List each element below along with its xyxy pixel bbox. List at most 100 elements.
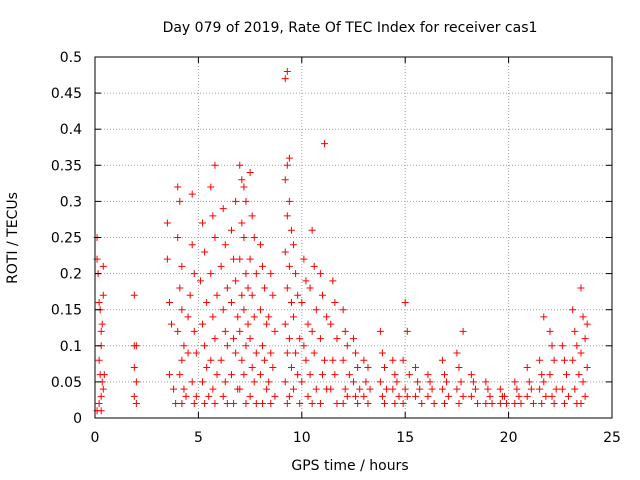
data-point: [211, 400, 219, 408]
data-point: [281, 176, 289, 184]
data-point: [130, 392, 138, 400]
data-point: [230, 255, 238, 263]
data-point: [259, 400, 267, 408]
data-point: [132, 342, 140, 350]
data-point: [401, 385, 409, 393]
data-point: [550, 400, 558, 408]
data-point: [364, 400, 372, 408]
y-tick-label: 0.05: [51, 375, 82, 391]
data-point: [192, 349, 200, 357]
data-point: [203, 298, 211, 306]
data-point: [201, 248, 209, 256]
data-point: [174, 183, 182, 191]
data-point: [232, 197, 240, 205]
data-point: [238, 356, 246, 364]
data-point: [283, 400, 291, 408]
data-point: [321, 140, 329, 148]
data-point: [426, 378, 434, 386]
data-point: [283, 349, 291, 357]
data-point: [199, 320, 207, 328]
data-point: [354, 363, 362, 371]
data-point: [310, 349, 318, 357]
data-point: [207, 270, 215, 278]
data-point: [176, 284, 184, 292]
data-point: [287, 298, 295, 306]
data-point: [186, 291, 194, 299]
data-point: [100, 371, 108, 379]
data-point: [217, 262, 225, 270]
data-point: [306, 371, 314, 379]
data-point: [232, 349, 240, 357]
data-point: [132, 400, 140, 408]
data-point: [242, 270, 250, 278]
data-point: [376, 327, 384, 335]
x-tick-label: 25: [603, 430, 621, 446]
data-point: [232, 277, 240, 285]
data-point: [98, 320, 106, 328]
data-point: [163, 219, 171, 227]
data-point: [484, 385, 492, 393]
data-point: [207, 183, 215, 191]
data-point: [459, 392, 467, 400]
data-point: [523, 392, 531, 400]
data-point: [329, 277, 337, 285]
data-point: [312, 385, 320, 393]
data-point: [176, 197, 184, 205]
data-point: [542, 392, 550, 400]
data-point: [300, 255, 308, 263]
data-point: [132, 378, 140, 386]
data-point: [234, 313, 242, 321]
data-point: [240, 234, 248, 241]
x-tick-label: 0: [91, 430, 100, 446]
data-point: [381, 363, 389, 371]
data-point: [178, 262, 186, 270]
data-point: [459, 327, 467, 335]
data-point: [248, 291, 256, 299]
data-point: [283, 67, 291, 75]
data-point: [352, 392, 360, 400]
data-point: [298, 298, 306, 306]
data-point: [401, 298, 409, 306]
grid-lines: [95, 57, 612, 418]
data-point: [252, 400, 260, 408]
data-point: [412, 363, 420, 371]
data-point: [571, 385, 579, 393]
data-point: [560, 356, 568, 364]
data-point: [527, 385, 535, 393]
data-point: [438, 356, 446, 364]
data-point: [376, 378, 384, 386]
data-point: [250, 378, 258, 386]
data-point: [176, 371, 184, 379]
data-point: [205, 392, 213, 400]
data-point: [281, 75, 289, 83]
data-point: [296, 400, 304, 408]
data-point: [298, 378, 306, 386]
data-point: [428, 385, 436, 393]
data-point: [378, 349, 386, 357]
data-point: [259, 342, 267, 350]
data-point: [227, 298, 235, 306]
data-point: [323, 313, 331, 321]
data-point: [130, 291, 138, 299]
data-point: [223, 284, 231, 292]
data-point: [252, 349, 260, 357]
x-tick-label: 5: [194, 430, 203, 446]
data-point: [227, 226, 235, 234]
data-point: [310, 262, 318, 270]
data-point: [211, 335, 219, 343]
data-point: [285, 197, 293, 205]
data-point: [399, 400, 407, 408]
data-point: [244, 284, 252, 292]
data-point: [339, 356, 347, 364]
data-point: [269, 291, 277, 299]
data-point: [511, 378, 519, 386]
data-point: [571, 327, 579, 335]
data-point: [290, 241, 298, 249]
data-point: [190, 400, 198, 408]
data-point: [174, 327, 182, 335]
data-point: [188, 241, 196, 249]
data-point: [581, 335, 589, 343]
data-point: [424, 371, 432, 379]
data-point: [339, 400, 347, 408]
data-point: [312, 306, 320, 314]
